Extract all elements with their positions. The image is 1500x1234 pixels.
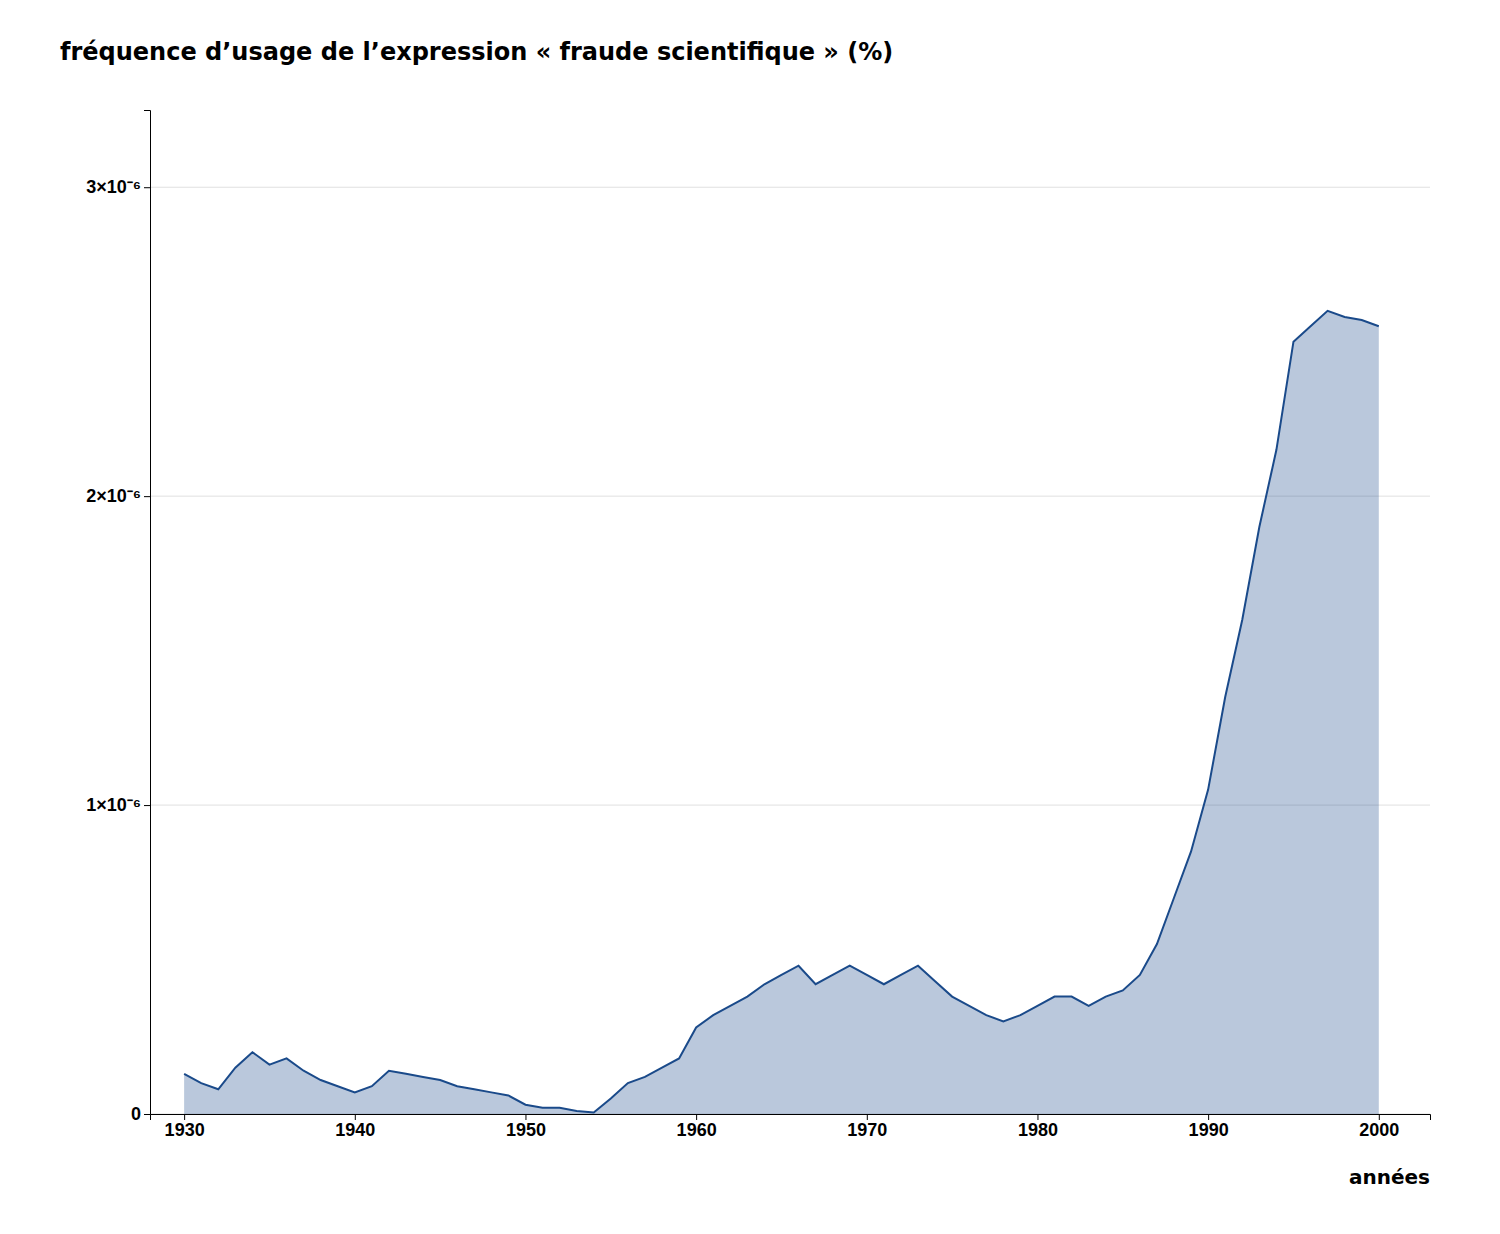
x-tick: 1960 xyxy=(677,1114,717,1140)
y-tick-mark xyxy=(144,1114,150,1115)
x-tick-label: 2000 xyxy=(1359,1120,1399,1140)
y-tick: 3×10⁻⁶ xyxy=(86,177,150,197)
y-tick-mark xyxy=(144,187,150,188)
x-tick: 1990 xyxy=(1189,1114,1229,1140)
y-tick-label: 0 xyxy=(131,1104,141,1124)
y-tick-label: 3×10⁻⁶ xyxy=(86,177,141,197)
chart: 1930 1940 1950 1960 1970 1980 1990 2000 0 1×10⁻⁶ 2… xyxy=(0,0,1500,1234)
y-tick-label: 2×10⁻⁶ xyxy=(86,486,141,506)
plot-area: 1930 1940 1950 1960 1970 1980 1990 2000 0 1×10⁻⁶ 2… xyxy=(86,111,1430,1140)
x-axis-title: années xyxy=(1349,1165,1430,1189)
y-tick-mark xyxy=(144,496,150,497)
title: fréquence d’usage de l’expression « frau… xyxy=(60,38,893,66)
area xyxy=(184,311,1379,1114)
grid xyxy=(150,187,1430,1114)
x-tick-label: 1990 xyxy=(1189,1120,1229,1140)
line xyxy=(184,311,1379,1113)
grid-line xyxy=(150,496,1430,497)
plot-marks xyxy=(184,311,1379,1114)
background xyxy=(0,0,1500,1234)
x-tick: 1940 xyxy=(335,1114,375,1140)
y-tick: 2×10⁻⁶ xyxy=(86,486,150,506)
x-tick: 1970 xyxy=(847,1114,887,1140)
x-tick-label: 1950 xyxy=(506,1120,546,1140)
grid-line xyxy=(150,187,1430,188)
y-tick: 0 xyxy=(131,1104,150,1124)
y-tick: 1×10⁻⁶ xyxy=(86,795,150,815)
y-axis: 0 1×10⁻⁶ 2×10⁻⁶ 3×10⁻⁶ xyxy=(86,111,150,1125)
y-tick-label: 1×10⁻⁶ xyxy=(86,795,141,815)
x-tick: 2000 xyxy=(1359,1114,1399,1140)
x-tick: 1980 xyxy=(1018,1114,1058,1140)
x-tick-label: 1940 xyxy=(335,1120,375,1140)
x-tick-label: 1930 xyxy=(165,1120,205,1140)
x-tick-label: 1970 xyxy=(847,1120,887,1140)
x-tick-label: 1960 xyxy=(677,1120,717,1140)
y-tick-mark xyxy=(144,805,150,806)
x-tick: 1930 xyxy=(165,1114,205,1140)
x-tick-label: 1980 xyxy=(1018,1120,1058,1140)
x-tick: 1950 xyxy=(506,1114,546,1140)
y-axis-line xyxy=(144,111,151,1115)
x-axis: 1930 1940 1950 1960 1970 1980 1990 2000 xyxy=(151,1114,1431,1140)
